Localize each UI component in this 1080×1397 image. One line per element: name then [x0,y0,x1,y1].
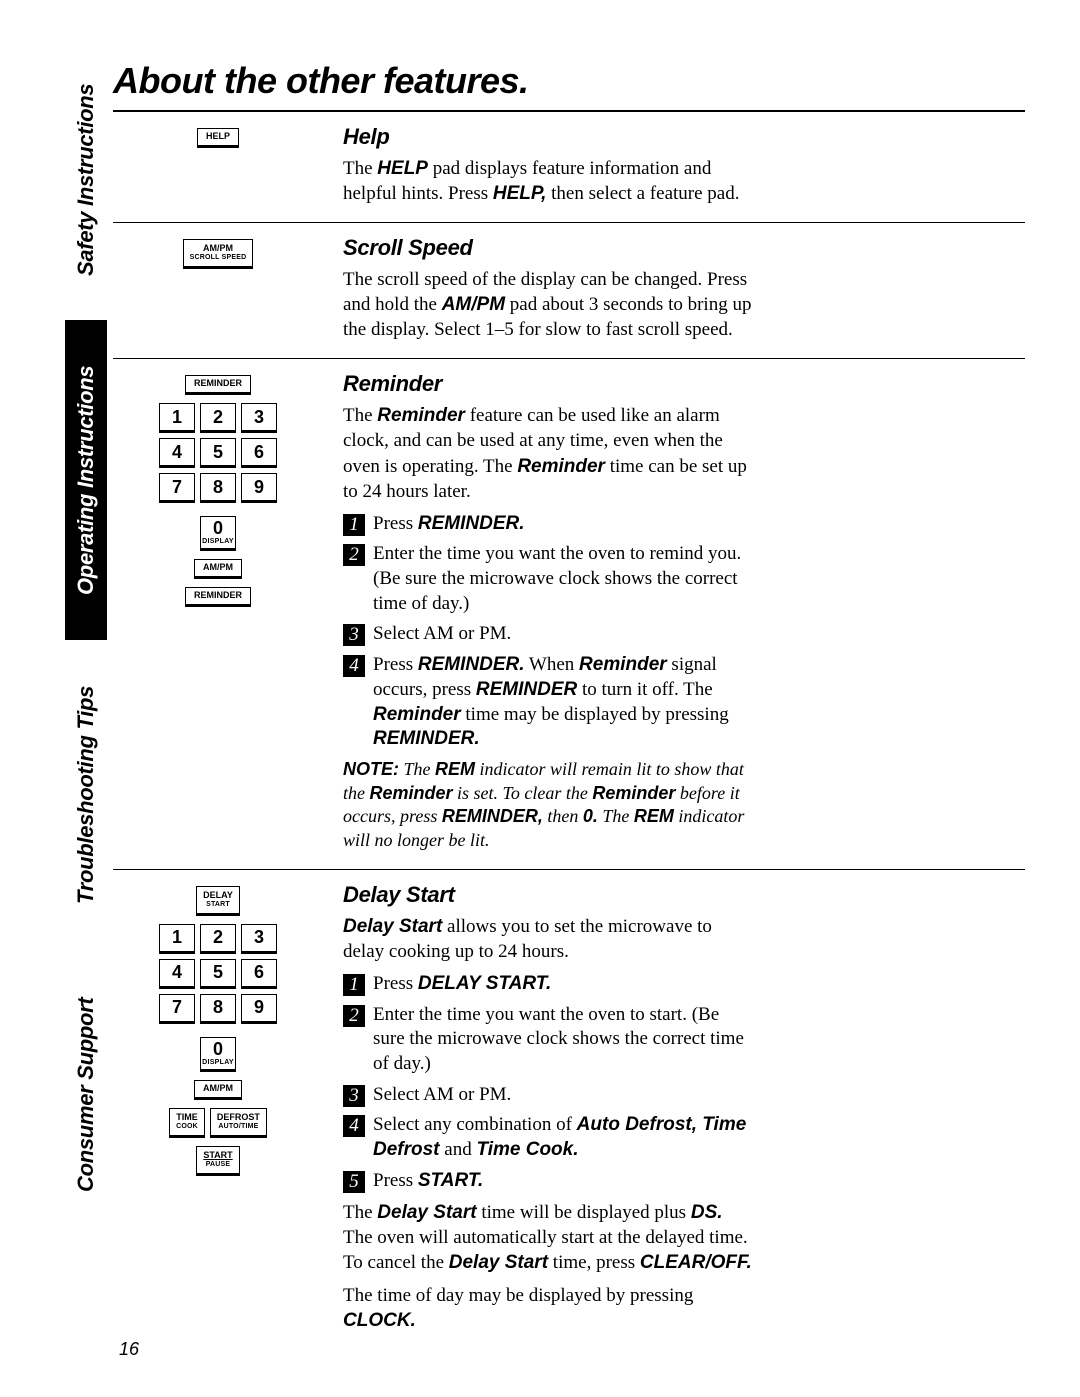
key-7: 7 [159,473,195,503]
help-heading: Help [343,124,753,150]
scroll-illustration: AM/PM SCROLL SPEED [113,235,323,350]
delay-body: Delay Start Delay Start allows you to se… [343,882,753,1341]
tab-operating: Operating Instructions [65,320,107,640]
dual-pads: TIMECOOK DEFROSTAUTO/TIME [169,1108,267,1138]
zero-row: 0DISPLAY [200,1037,236,1072]
tab-troubleshooting: Troubleshooting Tips [65,640,107,950]
reminder-body: Reminder The Reminder feature can be use… [343,371,753,861]
key-7: 7 [159,994,195,1024]
key-5: 5 [200,959,236,989]
delay-intro: Delay Start allows you to set the microw… [343,914,753,964]
step-item: 3Select AM or PM. [343,1083,753,1108]
step-item: 1Press REMINDER. [343,512,753,537]
delay-illustration: DELAY START 1 2 3 4 5 6 7 8 9 0DISPLAY [113,882,323,1341]
page-number: 16 [119,1339,139,1360]
key-3: 3 [241,924,277,954]
step-item: 4 Press REMINDER. When Reminder signal o… [343,653,753,752]
delay-heading: Delay Start [343,882,753,908]
page-title: About the other features. [113,60,1025,102]
step-item: 3Select AM or PM. [343,622,753,647]
section-help: HELP Help The HELP pad displays feature … [113,124,1025,214]
key-6: 6 [241,959,277,989]
delay-steps: 1Press DELAY START. 2Enter the time you … [343,972,753,1194]
reminder-steps: 1Press REMINDER. 2Enter the time you wan… [343,512,753,752]
scroll-text: The scroll speed of the display can be c… [343,267,753,342]
reminder-pad-icon: REMINDER [185,587,251,607]
delay-outro-2: The time of day may be displayed by pres… [343,1283,753,1333]
key-0: 0DISPLAY [200,516,236,551]
key-3: 3 [241,403,277,433]
step-number: 1 [343,514,365,536]
help-illustration: HELP [113,124,323,214]
key-1: 1 [159,403,195,433]
step-item: 2Enter the time you want the oven to rem… [343,542,753,616]
tab-safety: Safety Instructions [65,40,107,320]
divider [113,358,1025,359]
keypad: 1 2 3 4 5 6 7 8 9 [159,924,277,1024]
step-number: 4 [343,1115,365,1137]
ampm-pad-icon: AM/PM [194,1080,242,1100]
help-pad-icon: HELP [197,128,239,148]
key-2: 2 [200,924,236,954]
step-number: 2 [343,1005,365,1027]
step-number: 1 [343,974,365,996]
key-0: 0DISPLAY [200,1037,236,1072]
key-8: 8 [200,473,236,503]
ampm-pad-icon: AM/PM SCROLL SPEED [183,239,254,269]
page: Safety Instructions Operating Instructio… [65,40,1025,1360]
keypad: 1 2 3 4 5 6 7 8 9 [159,403,277,503]
step-number: 3 [343,624,365,646]
step-number: 4 [343,655,365,677]
defrost-pad-icon: DEFROSTAUTO/TIME [210,1108,267,1138]
key-4: 4 [159,959,195,989]
help-body: Help The HELP pad displays feature infor… [343,124,753,214]
key-5: 5 [200,438,236,468]
step-number: 3 [343,1085,365,1107]
step-number: 2 [343,544,365,566]
section-scroll: AM/PM SCROLL SPEED Scroll Speed The scro… [113,235,1025,350]
reminder-heading: Reminder [343,371,753,397]
reminder-pad-icon: REMINDER [185,375,251,395]
scroll-heading: Scroll Speed [343,235,753,261]
key-6: 6 [241,438,277,468]
step-item: 1Press DELAY START. [343,972,753,997]
key-1: 1 [159,924,195,954]
divider [113,222,1025,223]
scroll-body: Scroll Speed The scroll speed of the dis… [343,235,753,350]
time-cook-pad-icon: TIMECOOK [169,1108,205,1138]
ampm-pad-icon: AM/PM [194,559,242,579]
delay-outro-1: The Delay Start time will be displayed p… [343,1200,753,1275]
key-8: 8 [200,994,236,1024]
divider [113,869,1025,870]
start-pause-pad-icon: STARTPAUSE [196,1146,239,1176]
zero-row: 0DISPLAY [200,516,236,551]
section-delay: DELAY START 1 2 3 4 5 6 7 8 9 0DISPLAY [113,882,1025,1341]
step-item: 4 Select any combination of Auto Defrost… [343,1113,753,1162]
delay-start-pad-icon: DELAY START [196,886,240,916]
reminder-illustration: REMINDER 1 2 3 4 5 6 7 8 9 0DISPLAY [113,371,323,861]
content-area: About the other features. HELP Help The … [107,40,1025,1360]
key-4: 4 [159,438,195,468]
key-2: 2 [200,403,236,433]
reminder-intro: The Reminder feature can be used like an… [343,403,753,503]
divider [113,110,1025,112]
key-9: 9 [241,994,277,1024]
help-text: The HELP pad displays feature informatio… [343,156,753,206]
tab-consumer-support: Consumer Support [65,950,107,1240]
section-reminder: REMINDER 1 2 3 4 5 6 7 8 9 0DISPLAY [113,371,1025,861]
side-tabs: Safety Instructions Operating Instructio… [65,40,107,1360]
step-item: 2Enter the time you want the oven to sta… [343,1003,753,1077]
reminder-note: NOTE: The REM indicator will remain lit … [343,758,753,853]
step-number: 5 [343,1171,365,1193]
step-item: 5Press START. [343,1169,753,1194]
key-9: 9 [241,473,277,503]
